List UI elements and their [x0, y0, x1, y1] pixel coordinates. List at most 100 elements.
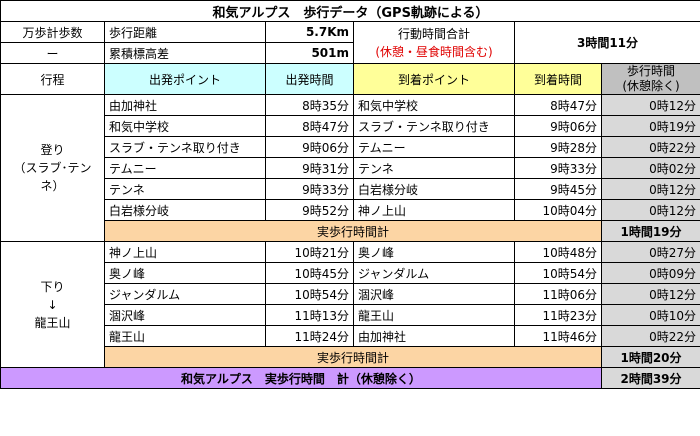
section-label-line: （スラブ･テンネ）: [13, 161, 92, 193]
depart-time-cell: 10時45分: [265, 262, 354, 284]
summary-row-1: 万歩計歩数 歩行距離 5.7Km 行動時間合計 (休憩・昼食時間含む) 3時間1…: [0, 21, 700, 64]
table-row: ジャンダルム 10時54分 涸沢峰 11時06分 0時12分: [1, 283, 700, 305]
arrive-point-cell: 白岩様分岐: [353, 178, 515, 200]
subtotal-label: 実歩行時間計: [104, 346, 602, 368]
section-label-line: ↓: [47, 297, 58, 312]
elevation-value: 501m: [265, 42, 354, 64]
header-arrive-time: 到着時間: [514, 63, 602, 95]
depart-point-cell: テムニー: [104, 157, 266, 179]
header-route: 行程: [0, 63, 105, 95]
table-row: 龍王山 11時24分 由加神社 11時46分 0時22分: [1, 325, 700, 347]
grand-total-label: 和気アルプス 実歩行時間 計（休憩除く）: [0, 367, 602, 389]
elevation-label: 累積標高差: [104, 42, 266, 64]
arrive-time-cell: 9時33分: [514, 157, 602, 179]
depart-time-cell: 11時13分: [265, 304, 354, 326]
active-time-label-cell: 行動時間合計 (休憩・昼食時間含む): [353, 21, 515, 64]
arrive-time-cell: 8時47分: [514, 94, 602, 116]
arrive-point-cell: テムニー: [353, 136, 515, 158]
depart-time-cell: 9時06分: [265, 136, 354, 158]
header-walk-time-line2: (休憩除く): [622, 79, 680, 93]
section-label: 登り （スラブ･テンネ）: [0, 94, 105, 242]
table-row: 涸沢峰 11時13分 龍王山 11時23分 0時10分: [1, 304, 700, 326]
walk-time-cell: 0時27分: [600, 241, 700, 263]
arrive-time-cell: 11時46分: [514, 325, 602, 347]
header-depart-point: 出発ポイント: [104, 63, 266, 95]
arrive-time-cell: 9時28分: [514, 136, 602, 158]
table-row: 登り （スラブ･テンネ） 由加神社 8時35分 和気中学校 8時47分 0時12分: [0, 94, 700, 242]
section-label: 下り ↓ 龍王山: [0, 241, 105, 368]
table-row: スラブ・テンネ取り付き 9時06分 テムニー 9時28分 0時22分: [1, 136, 700, 158]
depart-point-cell: 神ノ上山: [104, 241, 266, 263]
active-time-value: 3時間11分: [513, 21, 700, 64]
arrive-point-cell: スラブ・テンネ取り付き: [353, 115, 515, 137]
arrive-point-cell: 神ノ上山: [353, 199, 515, 221]
arrive-time-cell: 10時54分: [514, 262, 602, 284]
arrive-point-cell: ジャンダルム: [353, 262, 515, 284]
arrive-point-cell: 奥ノ峰: [353, 241, 515, 263]
depart-point-cell: 奥ノ峰: [104, 262, 266, 284]
subtotal-label: 実歩行時間計: [104, 220, 602, 242]
header-walk-time-line1: 歩行時間: [627, 64, 676, 79]
table-row: 白岩様分岐 9時52分 神ノ上山 10時04分 0時12分: [1, 199, 700, 221]
header-depart-time: 出発時間: [265, 63, 354, 95]
active-time-note: (休憩・昼食時間含む): [375, 44, 493, 59]
arrive-time-cell: 9時06分: [514, 115, 602, 137]
walk-time-cell: 0時19分: [600, 115, 700, 137]
section-label-line: 登り: [40, 143, 65, 157]
distance-label: 歩行距離: [104, 21, 266, 43]
grand-total-row: 和気アルプス 実歩行時間 計（休憩除く） 2時間39分: [0, 367, 700, 389]
walking-data-table: 和気アルプス 歩行データ（GPS軌跡による） 万歩計歩数 歩行距離 5.7Km …: [0, 0, 700, 389]
depart-point-cell: スラブ・テンネ取り付き: [104, 136, 266, 158]
table-row: 奥ノ峰 10時45分 ジャンダルム 10時54分 0時09分: [1, 262, 700, 284]
depart-point-cell: テンネ: [104, 178, 266, 200]
depart-time-cell: 9時31分: [265, 157, 354, 179]
walk-time-cell: 0時12分: [600, 283, 700, 305]
depart-time-cell: 10時54分: [265, 283, 354, 305]
subtotal-row: 実歩行時間計 1時間19分: [1, 220, 700, 242]
section-label-line: 龍王山: [34, 315, 71, 330]
distance-value: 5.7Km: [265, 21, 354, 43]
table-row: 下り ↓ 龍王山 神ノ上山 10時21分 奥ノ峰 10時48分 0時27分: [0, 241, 700, 368]
depart-time-cell: 9時52分: [265, 199, 354, 221]
walk-time-cell: 0時22分: [600, 325, 700, 347]
depart-point-cell: 涸沢峰: [104, 304, 266, 326]
depart-time-cell: 8時35分: [265, 94, 354, 116]
arrive-time-cell: 9時45分: [514, 178, 602, 200]
page-title: 和気アルプス 歩行データ（GPS軌跡による）: [0, 0, 700, 22]
depart-time-cell: 8時47分: [265, 115, 354, 137]
arrive-point-cell: テンネ: [353, 157, 515, 179]
walk-time-cell: 0時12分: [600, 94, 700, 116]
walk-time-cell: 0時09分: [600, 262, 700, 284]
subtotal-value: 1時間20分: [600, 346, 700, 368]
header-row: 行程 出発ポイント 出発時間 到着ポイント 到着時間 歩行時間 (休憩除く): [0, 63, 700, 95]
depart-point-cell: 和気中学校: [104, 115, 266, 137]
subtotal-row: 実歩行時間計 1時間20分: [1, 346, 700, 368]
depart-point-cell: 龍王山: [104, 325, 266, 347]
table-row: テムニー 9時31分 テンネ 9時33分 0時02分: [1, 157, 700, 179]
table-row: テンネ 9時33分 白岩様分岐 9時45分 0時12分: [1, 178, 700, 200]
arrive-point-cell: 龍王山: [353, 304, 515, 326]
depart-point-cell: ジャンダルム: [104, 283, 266, 305]
arrive-point-cell: 涸沢峰: [353, 283, 515, 305]
walk-time-cell: 0時10分: [600, 304, 700, 326]
pedometer-value: ー: [0, 42, 105, 64]
depart-time-cell: 11時24分: [265, 325, 354, 347]
depart-point-cell: 由加神社: [104, 94, 266, 116]
header-arrive-point: 到着ポイント: [353, 63, 515, 95]
arrive-time-cell: 10時04分: [514, 199, 602, 221]
subtotal-value: 1時間19分: [600, 220, 700, 242]
grand-total-value: 2時間39分: [600, 367, 700, 389]
arrive-time-cell: 10時48分: [514, 241, 602, 263]
pedometer-label: 万歩計歩数: [0, 21, 105, 43]
arrive-time-cell: 11時23分: [514, 304, 602, 326]
walk-time-cell: 0時12分: [600, 199, 700, 221]
depart-time-cell: 9時33分: [265, 178, 354, 200]
arrive-point-cell: 和気中学校: [353, 94, 515, 116]
title-row: 和気アルプス 歩行データ（GPS軌跡による）: [0, 0, 700, 22]
walk-time-cell: 0時22分: [600, 136, 700, 158]
arrive-point-cell: 由加神社: [353, 325, 515, 347]
table-row: 和気中学校 8時47分 スラブ・テンネ取り付き 9時06分 0時19分: [1, 115, 700, 137]
walk-time-cell: 0時02分: [600, 157, 700, 179]
arrive-time-cell: 11時06分: [514, 283, 602, 305]
